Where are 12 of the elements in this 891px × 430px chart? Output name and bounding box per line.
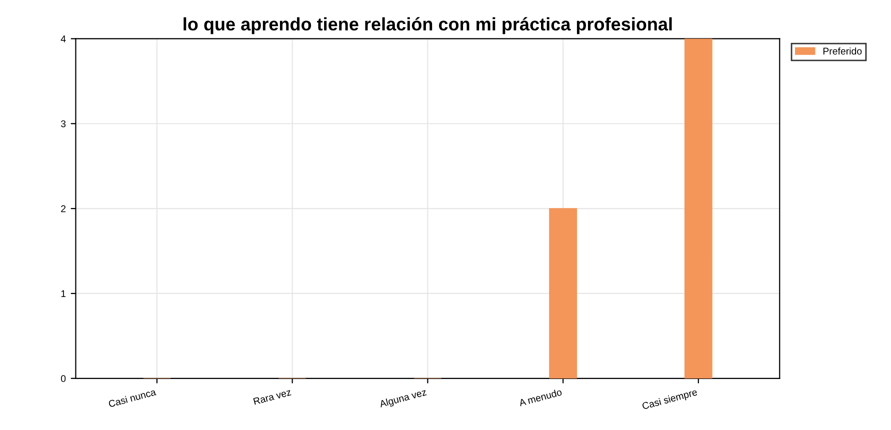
y-tick-label: 1 [61,290,66,297]
y-tick-label: 4 [60,36,66,42]
x-tick-label: Alguna vez [378,388,428,410]
y-tick-label: 2 [61,205,66,212]
x-tick-label: Casi nunca [108,388,156,408]
chart-title: lo que aprendo tiene relación con mi práctica profesional [184,17,672,34]
y-tick-label: 3 [60,120,66,128]
x-tick-label: A menudo [518,388,562,406]
legend-label: Preferido [823,47,862,55]
x-tick-label: Rara vez [253,388,292,405]
y-tick-label: 0 [60,375,66,382]
x-tick-label: Casi siempre [642,388,698,412]
